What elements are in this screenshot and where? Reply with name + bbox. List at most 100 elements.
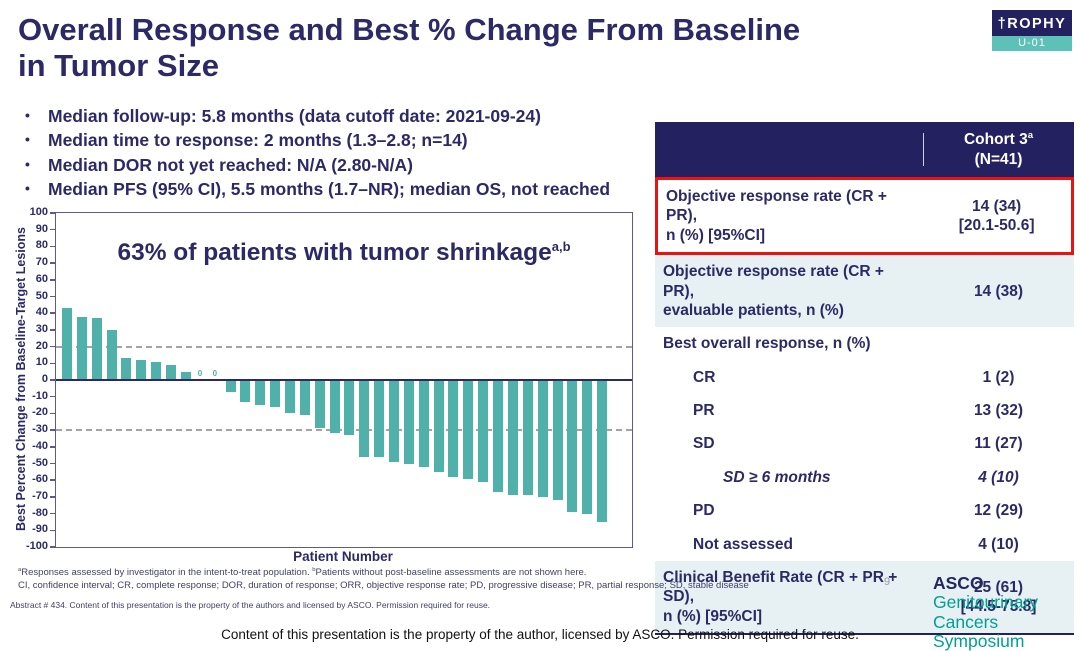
trophy-u01-logo: †ROPHY U-01 bbox=[992, 10, 1072, 51]
waterfall-bar bbox=[552, 380, 563, 501]
y-axis-tick-label: 40 bbox=[35, 306, 48, 319]
waterfall-bar bbox=[255, 380, 266, 406]
y-axis-tick-mark bbox=[50, 512, 55, 515]
waterfall-bar bbox=[582, 380, 593, 514]
asco-gu-logo: ASCO Genitourinary Cancers Symposium bbox=[933, 573, 1080, 651]
y-axis-tick-mark bbox=[50, 245, 55, 248]
y-axis-tick-mark bbox=[50, 412, 55, 415]
table-row-label: PD bbox=[693, 502, 715, 520]
footnote-text-b: Patients without post-baseline assessmen… bbox=[315, 567, 587, 578]
waterfall-bar bbox=[225, 380, 236, 392]
y-axis-tick-label: -50 bbox=[32, 456, 48, 469]
trophy-logo-subtitle: U-01 bbox=[992, 36, 1072, 51]
waterfall-bar bbox=[537, 380, 548, 497]
y-axis-tick-mark bbox=[50, 295, 55, 298]
y-axis-tick-mark bbox=[50, 446, 55, 448]
table-header-cohort-col: Cohort 3a (N=41) bbox=[923, 126, 1074, 173]
waterfall-bar bbox=[522, 380, 533, 496]
waterfall-bar bbox=[389, 380, 400, 462]
footer-copyright-text: Content of this presentation is the prop… bbox=[221, 627, 859, 642]
zero-value-marker: 0 bbox=[197, 369, 203, 378]
y-axis-tick-mark bbox=[50, 279, 55, 281]
y-axis-tick-label: -40 bbox=[32, 439, 48, 452]
page-number: 9 bbox=[884, 576, 891, 588]
y-axis-tick-mark bbox=[50, 395, 55, 398]
y-axis-tick-mark bbox=[50, 379, 55, 381]
y-axis-tick-mark bbox=[50, 362, 55, 365]
reference-dashed-line bbox=[56, 429, 632, 432]
table-row-value: 14 (34) [20.1-50.6] bbox=[958, 197, 1035, 235]
table-row: Clinical Benefit Rate (CR + PR + SD), n … bbox=[655, 560, 1074, 633]
waterfall-bar bbox=[433, 380, 444, 472]
table-row-label: CR bbox=[693, 368, 716, 386]
waterfall-bar bbox=[121, 358, 132, 380]
waterfall-bar bbox=[299, 380, 310, 416]
waterfall-bar bbox=[76, 316, 87, 380]
waterfall-plot: 63% of patients with tumor shrinkagea,b … bbox=[26, 206, 633, 552]
table-row: PR 13 (32) bbox=[655, 394, 1074, 427]
table-row-value: 25 (61) [44.5-75.8] bbox=[960, 578, 1037, 615]
table-row-value: 1 (2) bbox=[982, 368, 1015, 386]
y-axis-tick-label: 30 bbox=[35, 322, 48, 335]
y-axis-tick-label: 20 bbox=[35, 339, 48, 352]
waterfall-bar bbox=[359, 380, 370, 457]
bullet-item: Median time to response: 2 months (1.3–2… bbox=[22, 130, 662, 151]
waterfall-bar bbox=[180, 371, 191, 380]
table-row: SD 11 (27) bbox=[655, 427, 1074, 460]
chart-annotation-text: 63% of patients with tumor shrinkage bbox=[117, 239, 552, 266]
waterfall-bar bbox=[240, 380, 251, 402]
waterfall-bar bbox=[418, 380, 429, 467]
trophy-logo-text: †ROPHY bbox=[992, 10, 1072, 36]
cohort-header-text: Cohort 3 bbox=[963, 131, 1028, 149]
y-axis-tick-mark bbox=[50, 262, 55, 264]
footnote-line-2: CI, confidence interval; CR, complete re… bbox=[18, 580, 749, 592]
waterfall-bar bbox=[463, 380, 474, 479]
y-axis-tick-label: 80 bbox=[35, 239, 48, 252]
waterfall-bar bbox=[448, 380, 459, 477]
reference-dashed-line bbox=[56, 345, 632, 348]
table-row: Not assessed 4 (10) bbox=[655, 528, 1074, 561]
y-axis-tick-label: -70 bbox=[32, 489, 48, 502]
table-row-value: 11 (27) bbox=[974, 435, 1023, 453]
waterfall-bar bbox=[151, 361, 162, 380]
y-axis-tick-mark bbox=[50, 462, 55, 465]
asco-logo-line-2: Cancers Symposium bbox=[933, 611, 1025, 651]
table-row-label: Best overall response, n (%) bbox=[663, 335, 871, 353]
y-axis-tick-label: -30 bbox=[32, 423, 48, 436]
chart-annotation-superscript: a,b bbox=[551, 238, 571, 254]
table-row: Objective response rate (CR + PR), evalu… bbox=[655, 255, 1074, 328]
y-axis-tick-label: 0 bbox=[41, 373, 48, 385]
y-axis-tick-mark bbox=[50, 529, 55, 532]
table-row-label: Not assessed bbox=[693, 535, 793, 553]
zero-value-marker: 0 bbox=[212, 369, 218, 378]
footnotes: aResponses assessed by investigator in t… bbox=[18, 566, 749, 593]
asco-logo-wordmark: ASCO bbox=[933, 573, 984, 593]
waterfall-bar bbox=[62, 308, 72, 380]
waterfall-bar bbox=[344, 380, 355, 436]
table-row-label: Clinical Benefit Rate (CR + PR + SD), n … bbox=[663, 568, 898, 625]
bullet-item: Median PFS (95% CI), 5.5 months (1.7–NR)… bbox=[22, 179, 662, 200]
y-axis-tick-label: 90 bbox=[35, 222, 48, 235]
bullet-item: Median DOR not yet reached: N/A (2.80-N/… bbox=[22, 155, 662, 176]
table-row-value: 4 (10) bbox=[978, 535, 1019, 553]
results-table: Cohort 3a (N=41) Objective response rate … bbox=[655, 122, 1074, 635]
waterfall-bar bbox=[166, 364, 177, 380]
table-row-label: Objective response rate (CR + PR), n (%)… bbox=[666, 188, 887, 244]
y-axis-tick-label: -90 bbox=[32, 523, 48, 536]
waterfall-bar bbox=[567, 380, 578, 512]
y-axis-tick-mark bbox=[50, 329, 55, 331]
waterfall-bar bbox=[493, 380, 504, 492]
waterfall-bar bbox=[284, 380, 295, 414]
table-row: CR 1 (2) bbox=[655, 361, 1074, 394]
y-axis-tick-label: 70 bbox=[35, 256, 48, 269]
table-row-value: 12 (29) bbox=[973, 502, 1024, 520]
y-axis-tick-label: 10 bbox=[35, 356, 48, 369]
cohort-header-superscript: a bbox=[1027, 129, 1034, 141]
y-axis-tick-mark bbox=[50, 429, 55, 431]
chart-x-axis-label: Patient Number bbox=[293, 549, 393, 564]
key-results-bullet-list: Median follow-up: 5.8 months (data cutof… bbox=[22, 104, 662, 203]
table-row-label: SD bbox=[693, 435, 715, 453]
y-axis-tick-mark bbox=[50, 228, 55, 231]
waterfall-bar bbox=[270, 380, 281, 407]
